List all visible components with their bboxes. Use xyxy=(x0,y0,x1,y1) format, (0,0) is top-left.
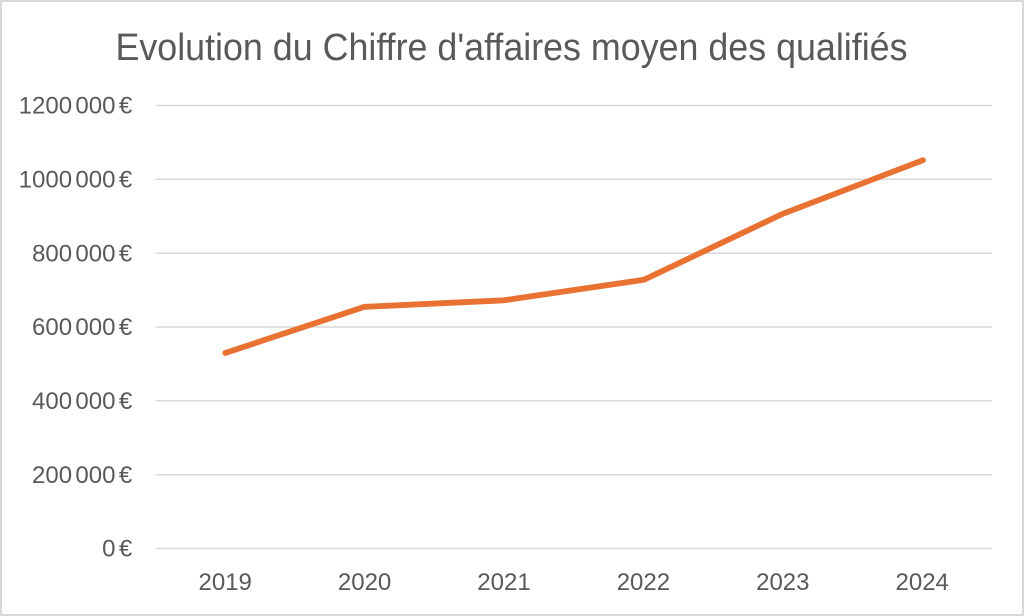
svg-text:600 000 €: 600 000 € xyxy=(32,314,133,341)
svg-text:2021: 2021 xyxy=(477,569,530,596)
svg-text:400 000 €: 400 000 € xyxy=(32,388,133,415)
svg-text:2023: 2023 xyxy=(756,569,809,596)
svg-text:2022: 2022 xyxy=(617,569,670,596)
svg-text:1200 000 €: 1200 000 € xyxy=(19,93,133,120)
svg-text:2024: 2024 xyxy=(896,569,949,596)
svg-text:1000 000 €: 1000 000 € xyxy=(19,166,133,193)
svg-text:800 000 €: 800 000 € xyxy=(32,240,133,267)
svg-text:2019: 2019 xyxy=(199,569,252,596)
svg-text:0 €: 0 € xyxy=(102,536,133,563)
svg-text:Evolution du Chiffre d'affaire: Evolution du Chiffre d'affaires moyen de… xyxy=(116,27,908,69)
svg-text:200 000 €: 200 000 € xyxy=(32,462,133,489)
svg-text:2020: 2020 xyxy=(338,569,391,596)
